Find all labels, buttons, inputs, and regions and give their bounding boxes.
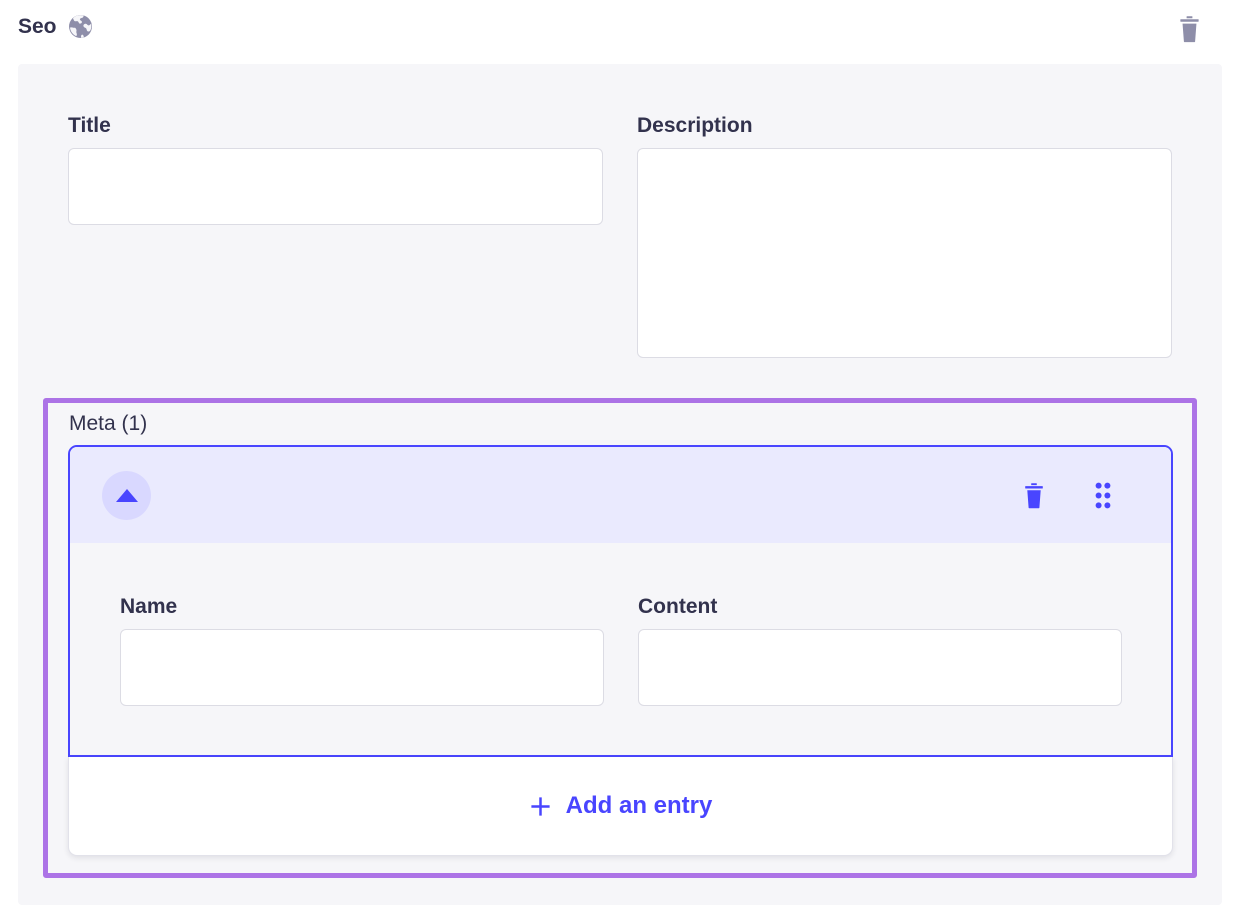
component-header-row: Seo bbox=[0, 0, 1240, 64]
content-label: Content bbox=[638, 595, 718, 618]
name-label: Name bbox=[120, 595, 178, 618]
meta-entry-body: Name Content bbox=[70, 543, 1171, 755]
delete-component-button[interactable] bbox=[1175, 13, 1204, 45]
globe-icon bbox=[68, 15, 92, 38]
add-entry-button[interactable]: Add an entry bbox=[529, 792, 713, 820]
meta-entry-accordion-header[interactable] bbox=[70, 447, 1171, 543]
meta-footer: Add an entry bbox=[68, 757, 1173, 856]
fields-grid: Title Description bbox=[68, 113, 1172, 358]
meta-entry-accordion: Name Content bbox=[68, 445, 1173, 757]
field-description: Description bbox=[637, 113, 1172, 358]
delete-entry-button[interactable] bbox=[1020, 480, 1048, 511]
title-label: Title bbox=[68, 114, 111, 137]
description-input[interactable] bbox=[637, 148, 1172, 358]
title-input[interactable] bbox=[68, 148, 603, 225]
meta-repeatable-component-selected: Meta (1) bbox=[43, 398, 1197, 878]
entry-fields-grid: Name Content bbox=[120, 594, 1122, 706]
content-input[interactable] bbox=[638, 629, 1122, 706]
add-entry-label: Add an entry bbox=[565, 792, 713, 819]
entry-actions bbox=[1020, 479, 1114, 512]
drag-entry-handle[interactable] bbox=[1092, 479, 1114, 512]
meta-label: Meta (1) bbox=[69, 412, 148, 435]
description-label: Description bbox=[637, 114, 753, 137]
component-title-text: Seo bbox=[18, 15, 57, 38]
plus-icon bbox=[531, 796, 550, 816]
field-title: Title bbox=[68, 113, 603, 225]
triangle-up-icon bbox=[115, 488, 138, 502]
component-title: Seo bbox=[18, 13, 94, 40]
field-name: Name bbox=[120, 594, 604, 706]
field-content: Content bbox=[638, 594, 1122, 706]
name-input[interactable] bbox=[120, 629, 604, 706]
trash-icon bbox=[1025, 482, 1043, 508]
drag-handle-icon bbox=[1095, 482, 1111, 508]
collapse-entry-button[interactable] bbox=[102, 470, 151, 520]
seo-component-panel: Title Description Meta (1) bbox=[18, 64, 1222, 905]
trash-icon bbox=[1180, 16, 1199, 43]
